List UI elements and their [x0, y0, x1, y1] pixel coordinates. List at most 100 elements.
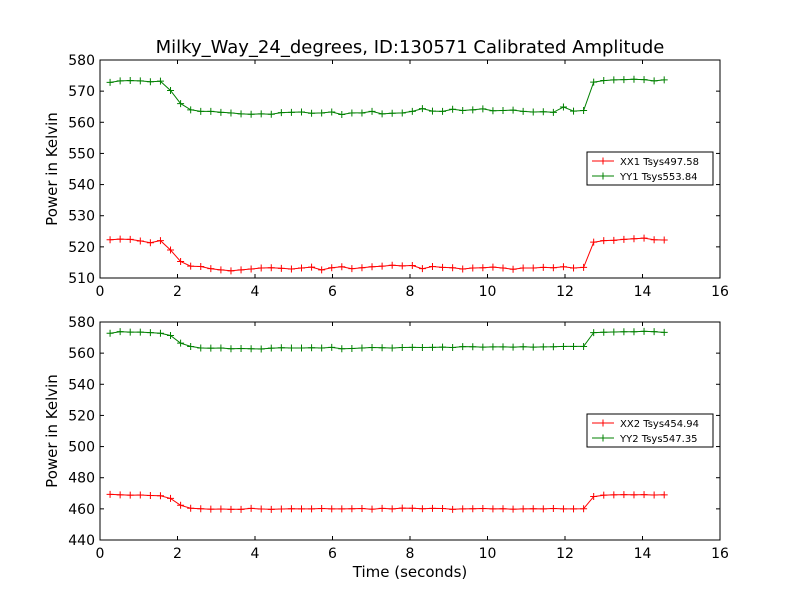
data-point	[167, 246, 175, 254]
data-point	[187, 504, 195, 512]
data-point	[287, 505, 295, 513]
data-point	[318, 109, 326, 117]
data-point	[600, 328, 608, 336]
data-point	[499, 106, 507, 114]
data-point	[368, 107, 376, 115]
y-axis-label: Power in Kelvin	[43, 112, 61, 226]
data-point	[660, 236, 668, 244]
data-point	[257, 345, 265, 353]
data-point	[398, 262, 406, 270]
data-point	[449, 505, 457, 513]
data-point	[247, 504, 255, 512]
data-point	[277, 344, 285, 352]
data-point	[378, 110, 386, 118]
data-point	[549, 264, 557, 272]
data-point	[308, 109, 316, 117]
data-point	[257, 264, 265, 272]
data-point	[287, 108, 295, 116]
data-point	[630, 491, 638, 499]
data-point	[277, 264, 285, 272]
data-point	[368, 505, 376, 513]
data-point	[439, 107, 447, 115]
data-point	[177, 100, 185, 108]
data-point	[106, 236, 114, 244]
bottom-plot: 0 2 4 6 8 10 12 14 16 440 460 480 500 520 540 560 580 Pow…	[43, 315, 729, 581]
x-tick-label: 6	[328, 546, 337, 562]
data-point	[509, 343, 517, 351]
data-point	[106, 329, 114, 337]
data-point	[378, 262, 386, 270]
data-point	[116, 235, 124, 243]
legend: XX2 Tsys454.94 YY2 Tsys547.35	[586, 413, 714, 448]
data-point	[519, 505, 527, 513]
y-tick-label: 510	[68, 271, 95, 287]
data-point	[257, 110, 265, 118]
data-point	[187, 342, 195, 350]
data-point	[136, 237, 144, 245]
data-point	[469, 106, 477, 114]
data-point	[358, 264, 366, 272]
data-point	[529, 505, 537, 513]
data-point	[227, 109, 235, 117]
data-point	[298, 344, 305, 352]
x-tick-label: 12	[556, 546, 574, 562]
data-point	[136, 328, 144, 336]
data-point	[247, 110, 255, 118]
data-point	[116, 491, 124, 499]
data-point	[298, 505, 305, 513]
data-point	[479, 343, 487, 351]
y-tick-label: 520	[68, 408, 95, 424]
data-point	[328, 264, 336, 272]
data-point	[600, 77, 608, 85]
data-point	[328, 343, 336, 351]
axes-frame	[99, 321, 721, 541]
data-point	[197, 505, 205, 513]
data-point	[136, 77, 144, 85]
x-tick-label: 2	[173, 546, 182, 562]
data-point	[126, 328, 134, 336]
data-point	[650, 491, 658, 499]
data-point	[559, 505, 567, 513]
data-point	[146, 329, 154, 337]
legend-swatch-marker	[599, 419, 607, 427]
data-point	[580, 263, 588, 271]
data-point	[519, 107, 527, 115]
x-tick-label: 0	[96, 546, 105, 562]
data-point	[549, 108, 557, 116]
data-point	[257, 505, 265, 513]
data-point	[126, 491, 134, 499]
data-point	[620, 76, 628, 84]
y-tick-label: 480	[68, 471, 95, 487]
legend-label: YY1 Tsys553.84	[619, 172, 698, 183]
data-point	[610, 76, 618, 84]
legend-swatch-marker	[599, 434, 607, 442]
data-point	[428, 107, 436, 115]
data-point	[358, 109, 366, 117]
data-point	[106, 78, 114, 86]
data-point	[177, 339, 185, 347]
data-point	[570, 107, 578, 115]
data-point	[146, 491, 154, 499]
data-point	[348, 344, 356, 352]
data-point	[479, 264, 487, 272]
data-point	[277, 505, 285, 513]
data-point	[600, 491, 608, 499]
y-tick-label: 580	[68, 315, 95, 331]
data-point	[388, 109, 396, 117]
data-point	[610, 491, 618, 499]
legend-swatch-marker	[599, 157, 607, 165]
data-point	[539, 343, 547, 351]
data-point	[267, 264, 275, 272]
axes-frame	[99, 59, 721, 279]
data-point	[207, 107, 215, 115]
legend-box	[586, 413, 714, 448]
y-tick-label: 550	[68, 146, 95, 162]
legend-swatch-marker	[599, 172, 607, 180]
data-point	[479, 505, 487, 513]
data-point	[590, 238, 598, 246]
data-point	[499, 264, 507, 272]
legend-box	[586, 151, 714, 186]
data-point	[388, 505, 396, 513]
